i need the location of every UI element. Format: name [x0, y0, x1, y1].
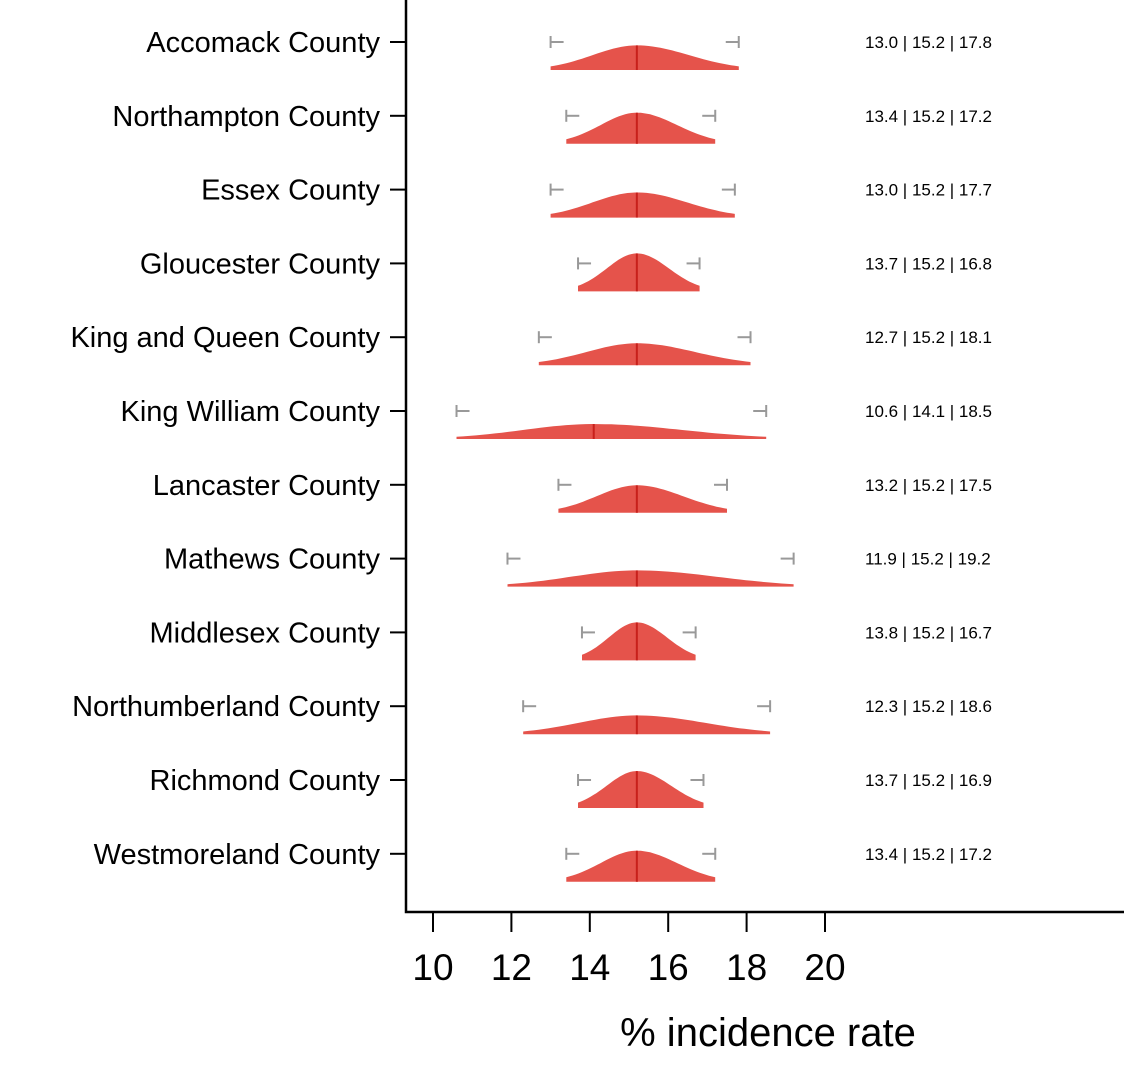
category-label: Middlesex County: [150, 617, 381, 649]
density-shape: [578, 253, 700, 292]
ci-high-whisker: [690, 774, 705, 786]
density-shape: [566, 850, 716, 882]
ci-low-whisker: [537, 331, 552, 344]
ci-annotation: 11.9 | 15.2 | 19.2: [865, 550, 991, 569]
ci-annotation: 10.6 | 14.1 | 18.5: [865, 402, 992, 421]
county-row: Accomack County 13.0 | 15.2 | 17.8: [146, 27, 992, 70]
ci-low-whisker: [549, 36, 564, 48]
density-shape: [538, 343, 751, 366]
density-shape: [550, 45, 739, 70]
ci-high-whisker: [757, 700, 772, 713]
density-shape: [566, 112, 716, 144]
density-shape: [550, 192, 735, 218]
ci-low-whisker: [577, 257, 592, 270]
ci-high-whisker: [702, 109, 717, 122]
ci-high-whisker: [780, 552, 795, 565]
category-label: Essex County: [201, 175, 380, 207]
ci-low-whisker: [549, 183, 564, 196]
county-row: Westmoreland County 13.4 | 15.2 | 17.2: [94, 839, 992, 882]
ci-annotation: 12.3 | 15.2 | 18.6: [865, 697, 992, 716]
ci-annotation: 13.8 | 15.2 | 16.7: [865, 623, 992, 642]
category-label: Gloucester County: [140, 248, 381, 280]
ci-high-whisker: [702, 847, 717, 860]
ci-low-whisker: [522, 700, 537, 713]
ci-high-whisker: [686, 257, 701, 270]
ci-low-whisker: [506, 552, 521, 565]
ci-high-whisker: [725, 36, 740, 48]
county-row: Northampton County 13.4 | 15.2 | 17.2: [112, 101, 992, 144]
ci-high-whisker: [721, 183, 736, 196]
county-row: Northumberland County 12.3 | 15.2 | 18.6: [72, 691, 992, 735]
density-shape: [523, 715, 771, 735]
rows-layer: Accomack County 13.0 | 15.2 | 17.8 Northam…: [70, 27, 992, 882]
county-row: Richmond County 13.7 | 15.2 | 16.9: [150, 765, 992, 808]
county-row: Lancaster County 13.2 | 15.2 | 17.5: [153, 470, 992, 513]
x-axis: 10 12 14 16 18 20: [412, 912, 846, 988]
ci-low-whisker: [557, 478, 572, 491]
x-tick-label: 10: [412, 947, 453, 988]
county-row: Middlesex County 13.8 | 15.2 | 16.7: [150, 617, 992, 661]
category-label: Lancaster County: [153, 470, 381, 502]
density-shape: [582, 622, 696, 661]
ci-low-whisker: [580, 626, 595, 639]
ci-annotation: 13.0 | 15.2 | 17.8: [865, 33, 992, 52]
x-tick-label: 16: [648, 947, 689, 988]
axes-layer: [404, 0, 1124, 914]
x-tick-label: 18: [726, 947, 767, 988]
ci-high-whisker: [714, 478, 728, 491]
ci-annotation: 13.7 | 15.2 | 16.9: [865, 771, 992, 790]
category-label: Mathews County: [164, 544, 380, 576]
ci-annotation: 13.4 | 15.2 | 17.2: [865, 845, 992, 864]
county-row: King and Queen County 12.7 | 15.2 | 18.1: [70, 322, 992, 366]
county-row: Essex County 13.0 | 15.2 | 17.7: [201, 175, 992, 218]
category-label: Accomack County: [146, 27, 380, 59]
category-label: Northampton County: [112, 101, 380, 133]
category-label: Westmoreland County: [94, 839, 381, 871]
plot-frame: [404, 0, 1124, 914]
category-label: Northumberland County: [72, 691, 380, 723]
density-shape: [578, 771, 704, 808]
county-row: Gloucester County 13.7 | 15.2 | 16.8: [140, 248, 992, 292]
x-axis-title: % incidence rate: [620, 1011, 916, 1055]
county-row: King William County 10.6 | 14.1 | 18.5: [121, 396, 992, 439]
density-shape: [507, 570, 794, 587]
ci-annotation: 13.4 | 15.2 | 17.2: [865, 107, 992, 126]
x-tick-label: 20: [804, 947, 845, 988]
ci-low-whisker: [565, 847, 580, 860]
x-tick-label: 12: [491, 947, 532, 988]
x-tick-label: 14: [569, 947, 610, 988]
ci-low-whisker: [565, 109, 580, 122]
ci-low-whisker: [455, 405, 470, 417]
ci-annotation: 13.0 | 15.2 | 17.7: [865, 181, 992, 200]
category-label: King and Queen County: [70, 322, 380, 354]
ci-low-whisker: [577, 774, 592, 786]
density-shape: [456, 424, 767, 439]
ci-high-whisker: [753, 405, 768, 417]
category-label: Richmond County: [150, 765, 381, 797]
county-row: Mathews County 11.9 | 15.2 | 19.2: [164, 544, 991, 587]
ci-annotation: 13.7 | 15.2 | 16.8: [865, 254, 992, 273]
ci-high-whisker: [682, 626, 697, 639]
ci-annotation: 13.2 | 15.2 | 17.5: [865, 476, 992, 495]
density-shape: [558, 485, 727, 513]
ci-high-whisker: [737, 331, 752, 344]
ci-annotation: 12.7 | 15.2 | 18.1: [865, 328, 992, 347]
category-label: King William County: [121, 396, 381, 428]
